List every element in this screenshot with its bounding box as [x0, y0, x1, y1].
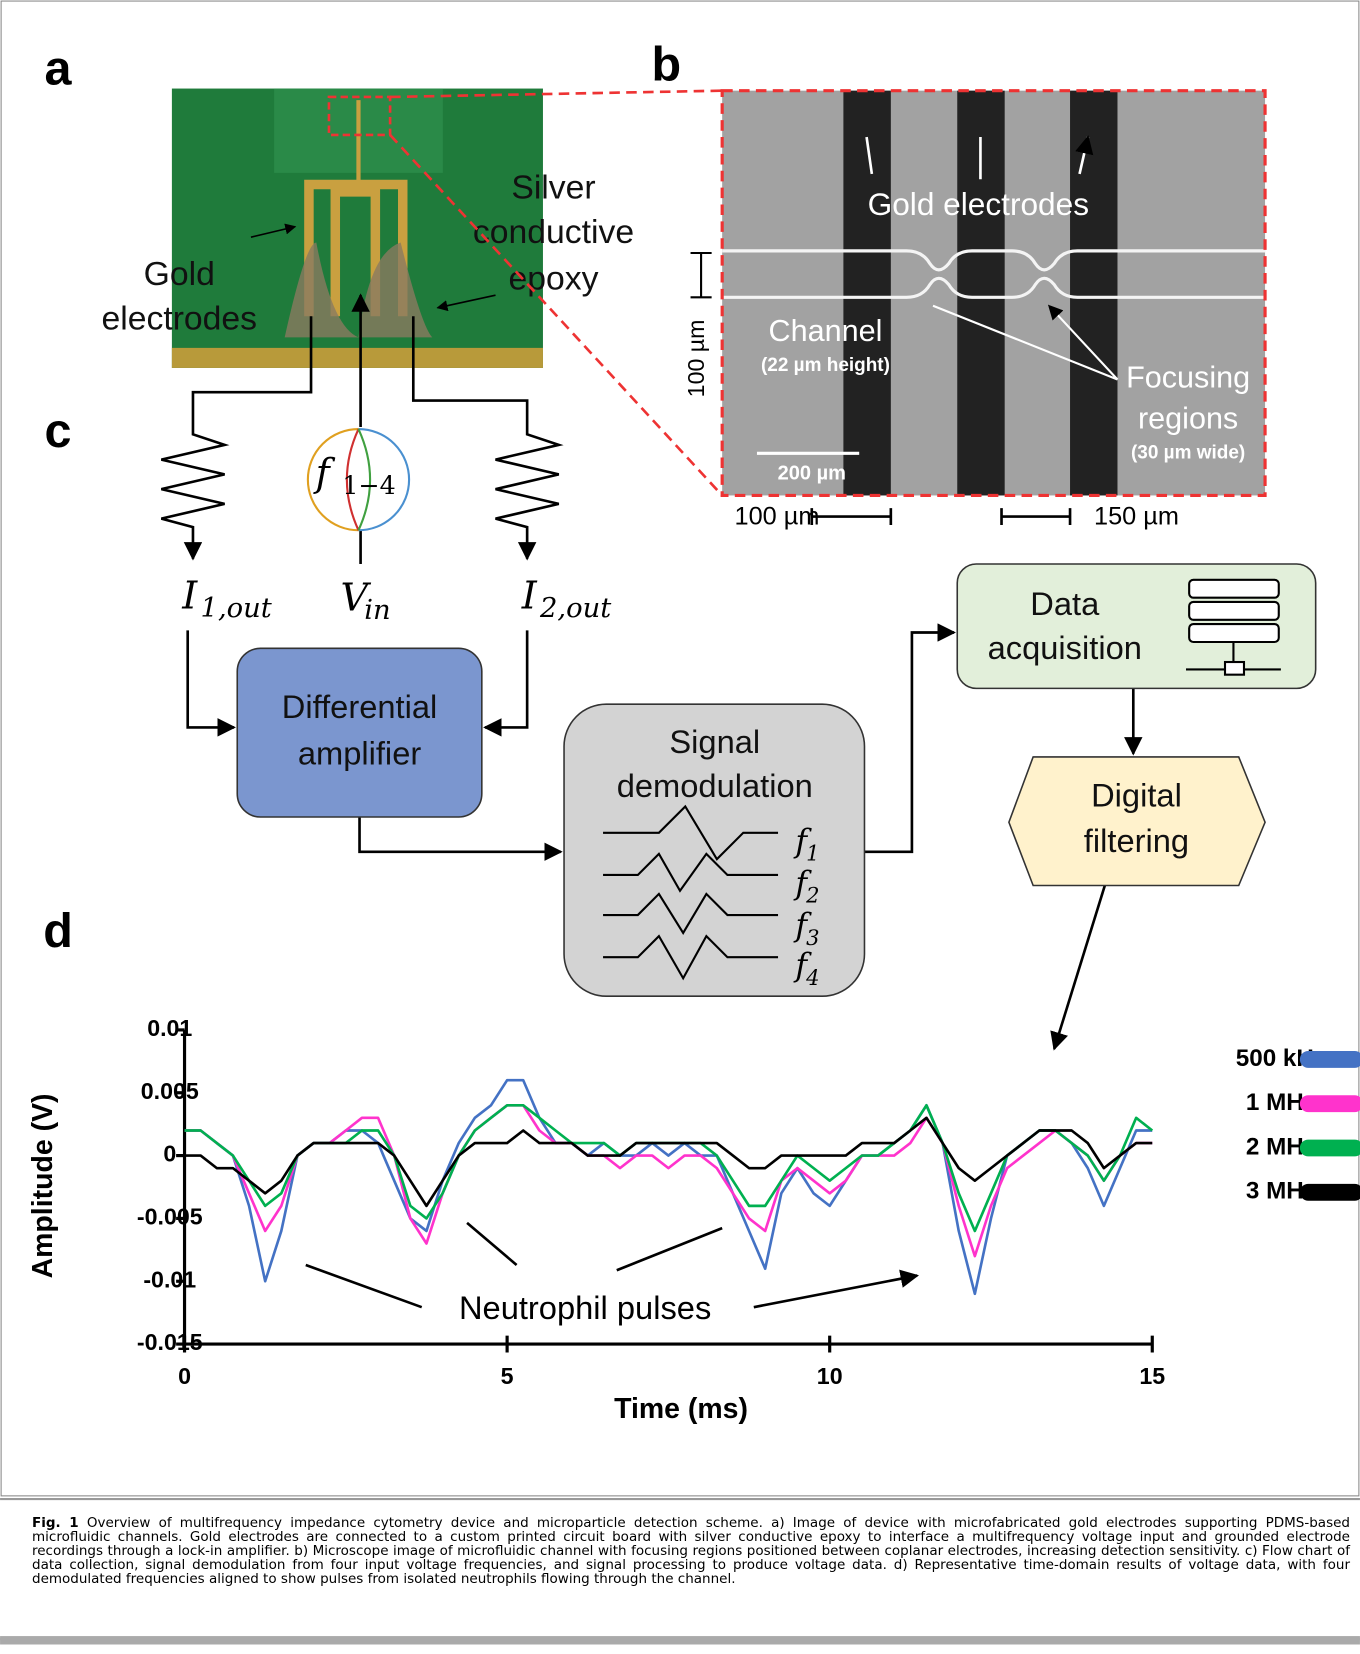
box-label: Digital: [1091, 777, 1182, 814]
series-line: [184, 1116, 1153, 1208]
symbol-sub: 2,out: [539, 593, 612, 624]
panel-labels: a b c d: [43, 37, 681, 958]
symbol: V: [341, 575, 372, 619]
box-label: filtering: [1084, 822, 1189, 859]
flow-texts: Differential amplifier Signal demodulati…: [282, 585, 1189, 859]
frame: [0, 0, 1360, 1497]
y-tick-label: 0.01: [147, 1015, 192, 1041]
box-label: Differential: [282, 688, 437, 725]
chart: Amplitude (V) Time (ms) Neutrophil pulse…: [27, 1015, 1360, 1425]
x-tick-label: 15: [1139, 1363, 1165, 1389]
label: (30 µm wide): [1131, 442, 1245, 463]
box-label: demodulation: [617, 767, 813, 804]
symbol-sub: 2: [805, 883, 819, 908]
annotation-arrows: [305, 1221, 917, 1309]
y-tick-label: -0.01: [143, 1266, 196, 1292]
microscope-image: [690, 89, 1267, 525]
series-line: [184, 1103, 1153, 1258]
flow-boxes: [236, 563, 1317, 997]
connectors: [161, 293, 1143, 1051]
microscope-labels: Gold electrodes Channel (22 µm height) F…: [683, 186, 1250, 530]
label: regions: [1138, 402, 1238, 436]
legend-swatch: [1299, 1095, 1360, 1113]
label: (22 µm height): [761, 355, 890, 376]
box-label: amplifier: [298, 734, 422, 771]
panel-label: b: [651, 37, 681, 91]
label: electrodes: [101, 299, 257, 337]
label: Channel: [769, 314, 883, 348]
caption: Fig. 1 Overview of multifrequency impeda…: [32, 1516, 1350, 1586]
label: 100 µm: [683, 320, 709, 398]
photo-labels: Gold electrodes Silver conductive epoxy: [101, 169, 634, 338]
source: [306, 427, 411, 532]
symbol-sub: 1: [806, 840, 819, 865]
label: conductive: [473, 213, 634, 251]
y-tick-label: -0.015: [137, 1329, 203, 1355]
label: Gold: [144, 255, 215, 293]
device-photo: [171, 88, 543, 368]
label: Focusing: [1126, 361, 1250, 395]
symbol-sub: 1,out: [201, 593, 273, 624]
symbol-sub: 4: [805, 965, 819, 990]
caption-bar: [0, 1636, 1360, 1645]
label: Silver: [511, 169, 595, 207]
y-tick-label: 0: [163, 1141, 176, 1167]
symbol-sub: in: [364, 595, 390, 626]
flow-symbols: f 1−4 I 1,out V in I 2,out: [181, 451, 612, 626]
box-label: Data: [1030, 585, 1100, 622]
panel-label: d: [43, 904, 73, 958]
x-tick-label: 0: [178, 1363, 191, 1389]
panel-label: a: [45, 41, 73, 95]
x-axis-label: Time (ms): [614, 1393, 748, 1425]
symbol: I: [181, 573, 198, 617]
panel-label: c: [45, 404, 72, 458]
label: 150 µm: [1094, 502, 1179, 530]
x-tick-label: 10: [817, 1363, 843, 1389]
series-line: [184, 1078, 1153, 1296]
legend-swatch: [1299, 1051, 1360, 1068]
y-axis-label: Amplitude (V): [27, 1093, 59, 1278]
symbol-sub: 1−4: [342, 471, 395, 500]
symbol: I: [521, 573, 538, 617]
zoom-lines: [389, 89, 724, 497]
box-label: Signal: [669, 723, 760, 760]
caption-label: Fig. 1: [32, 1515, 79, 1531]
label: Gold electrodes: [868, 186, 1089, 222]
y-tick-label: -0.005: [137, 1204, 203, 1230]
label: 100 µm: [735, 502, 820, 530]
caption-text: Overview of multifrequency impedance cyt…: [32, 1515, 1350, 1587]
legend-swatch: [1299, 1139, 1360, 1157]
box-label: acquisition: [988, 629, 1142, 666]
annotation: Neutrophil pulses: [459, 1289, 711, 1326]
legend-swatch: [1299, 1183, 1360, 1201]
x-tick-label: 5: [501, 1363, 514, 1389]
symbol-sub: 3: [806, 925, 819, 950]
y-tick-label: 0.005: [141, 1078, 199, 1104]
label: 200 µm: [778, 463, 846, 485]
